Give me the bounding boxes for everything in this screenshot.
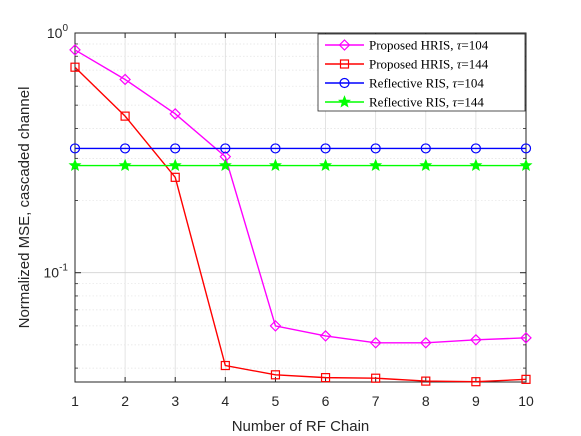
data-point-marker: [270, 370, 281, 380]
legend-tau-symbol: τ: [452, 76, 458, 91]
y-tick-exponent: 0: [62, 23, 68, 34]
series-layer: [68, 44, 533, 387]
legend-label-text: Proposed HRIS,: [369, 38, 457, 53]
data-point-marker: [170, 172, 180, 182]
data-point-marker: [168, 158, 182, 172]
data-point-marker: [120, 111, 130, 121]
data-point-marker: [319, 158, 333, 172]
data-point-marker: [118, 158, 132, 172]
y-tick-exponent: -1: [59, 263, 68, 274]
data-point-marker: [69, 44, 81, 56]
legend-marker: [338, 39, 351, 51]
x-tick-label: 6: [322, 393, 330, 409]
series-line: [74, 49, 527, 344]
legend-label-text: Reflective RIS,: [369, 95, 452, 110]
y-tick-base: 10: [44, 265, 60, 281]
legend-label-text: Proposed HRIS,: [369, 57, 457, 72]
legend-label: Reflective RIS, τ=104: [369, 76, 484, 91]
x-tick-label: 2: [121, 393, 129, 409]
data-point-marker: [519, 158, 533, 172]
data-point-marker: [369, 158, 383, 172]
data-point-marker: [521, 374, 531, 384]
legend-label: Proposed HRIS, τ=144: [369, 57, 489, 72]
data-point-marker: [220, 360, 230, 371]
data-point-marker: [520, 143, 532, 154]
legend-tau-symbol: τ: [457, 38, 463, 53]
legend-item: Reflective RIS, τ=144: [325, 95, 484, 110]
data-point-marker: [218, 158, 232, 172]
series-diamond: [69, 44, 532, 349]
data-point-marker: [170, 143, 181, 154]
legend-tau-symbol: τ: [452, 95, 458, 110]
legend-marker: [339, 77, 350, 89]
data-point-marker: [420, 143, 431, 154]
x-tick-label: 4: [221, 393, 229, 409]
legend-item: Proposed HRIS, τ=144: [325, 57, 489, 72]
legend-label-text: Reflective RIS,: [369, 76, 452, 91]
data-point-marker: [370, 143, 381, 154]
legend-tau-value: =144: [461, 57, 488, 72]
data-point-marker: [120, 143, 131, 154]
x-tick-label: 1: [71, 393, 79, 409]
data-point-marker: [469, 158, 483, 172]
data-point-marker: [520, 331, 532, 344]
legend-marker: [339, 59, 350, 69]
legend-tau-value: =144: [457, 95, 484, 110]
legend-item: Reflective RIS, τ=104: [325, 76, 484, 91]
legend-marker: [338, 95, 351, 108]
data-point-marker: [320, 143, 331, 154]
data-point-marker: [269, 320, 282, 332]
data-point-marker: [369, 336, 382, 349]
y-axis-label: Normalized MSE, cascaded channel: [16, 87, 33, 329]
data-point-marker: [470, 333, 482, 346]
data-point-marker: [268, 158, 282, 172]
legend-label: Reflective RIS, τ=144: [369, 95, 484, 110]
series-line: [74, 66, 527, 383]
data-point-marker: [320, 373, 331, 383]
x-tick-label: 9: [472, 393, 480, 409]
legend-label: Proposed HRIS, τ=104: [369, 38, 489, 53]
legend-box: [317, 33, 526, 112]
y-tick-base: 10: [47, 25, 63, 41]
data-point-marker: [319, 330, 332, 342]
legend-tau-symbol: τ: [457, 57, 463, 72]
data-point-marker: [70, 62, 80, 72]
data-point-marker: [470, 143, 481, 154]
data-point-marker: [421, 376, 431, 386]
legend-item: Proposed HRIS, τ=104: [325, 38, 489, 53]
series-circle: [69, 143, 532, 154]
data-point-marker: [419, 158, 433, 172]
data-point-marker: [419, 336, 432, 349]
data-point-marker: [119, 73, 131, 86]
x-tick-label: 7: [372, 393, 380, 409]
x-tick-label: 8: [422, 393, 430, 409]
data-point-marker: [471, 377, 481, 387]
plot-frame: [74, 32, 527, 383]
data-point-marker: [220, 143, 231, 154]
series-square: [70, 62, 531, 387]
data-point-marker: [169, 107, 182, 120]
y-tick-label: 100: [47, 23, 69, 41]
data-point-marker: [69, 143, 81, 154]
legend-tau-value: =104: [461, 38, 488, 53]
x-tick-label: 5: [272, 393, 280, 409]
data-point-marker: [68, 158, 82, 172]
x-axis-label: Number of RF Chain: [232, 418, 370, 435]
data-point-marker: [270, 143, 281, 154]
x-tick-label: 10: [518, 393, 534, 409]
x-tick-label: 3: [171, 393, 179, 409]
data-point-marker: [371, 373, 381, 383]
y-tick-label: 10-1: [44, 263, 69, 281]
legend-tau-value: =104: [457, 76, 484, 91]
series-star: [68, 158, 533, 172]
